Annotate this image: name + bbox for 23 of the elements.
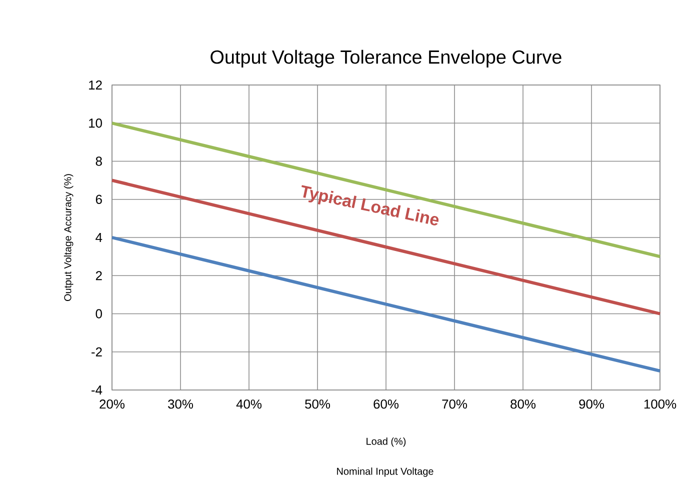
y-tick-label: 4	[96, 233, 102, 242]
y-tick-label: -2	[92, 347, 102, 356]
x-tick-label: 90%	[579, 400, 604, 409]
x-tick-label: 20%	[100, 400, 125, 409]
text: Nominal Input Voltage	[337, 468, 434, 477]
x-axis-title: Load (%)	[366, 438, 406, 447]
y-tick-label: 10	[89, 118, 102, 128]
x-tick-label: 40%	[236, 400, 262, 409]
x-tick-label: 80%	[510, 400, 536, 409]
x-tick-label: 60%	[374, 400, 399, 409]
y-axis-title: Output Voltage Accuracy (%)	[64, 174, 74, 301]
chart-title: Output Voltage Tolerance Envelope Curve	[210, 50, 562, 68]
x-tick-label: 50%	[305, 400, 330, 409]
x-tick-label: 100%	[644, 400, 676, 409]
x-tick-label: 70%	[442, 400, 468, 409]
y-tick-label: -4	[92, 386, 102, 394]
y-tick-label: 8	[96, 156, 102, 166]
x-tick-label: 30%	[168, 400, 194, 409]
y-tick-label: 6	[96, 194, 102, 204]
y-tick-label: 0	[96, 309, 102, 318]
annotation: Typical Load Line	[302, 185, 439, 226]
y-tick-label: 12	[89, 80, 102, 90]
y-tick-label: 2	[96, 271, 102, 280]
